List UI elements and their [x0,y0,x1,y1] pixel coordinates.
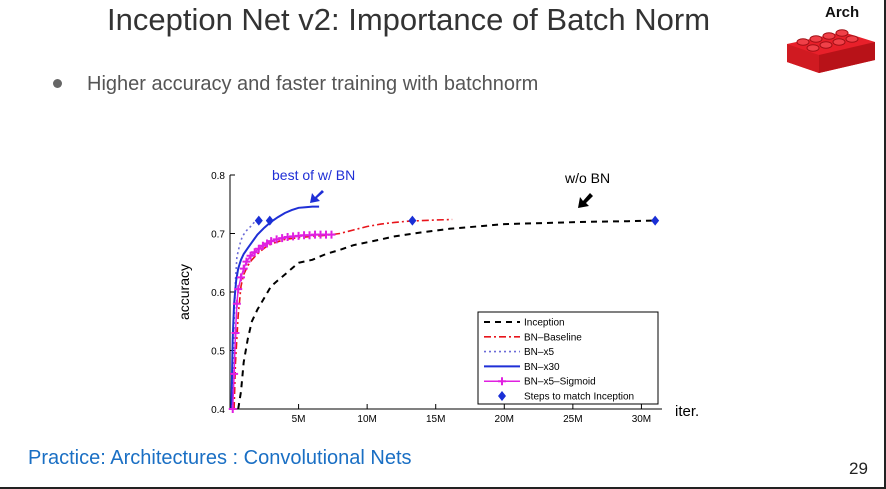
annotation-best-with-bn: best of w/ BN [272,167,355,183]
series-steps-to-match-inception-marker [254,215,263,226]
series-inception-line [237,219,656,410]
series-bn-x5-sigmoid-marker [236,273,245,282]
series-bn-x5-sigmoid-marker [267,237,276,246]
x-tick-label: 5M [292,414,306,425]
annotation-without-bn: w/o BN [564,170,610,186]
arrow-without-icon [578,193,593,208]
series-steps-to-match-inception-marker [265,215,274,226]
x-tick-label: 30M [632,414,651,425]
arch-tag: Arch [825,4,860,21]
chart-axes: 0.4 0.5 0.6 0.7 0.8 5M 10M 15M 20M 25M 30M accuracy… [176,171,699,425]
series-bn-x30-line [230,205,320,410]
series-bn-x5-sigmoid-marker [263,239,272,248]
y-tick-label: 0.4 [211,405,225,416]
legend-label: BN–Baseline [524,332,582,343]
series-steps-to-match-inception-marker [651,215,660,226]
series-bn-x5-sigmoid-marker [228,405,237,413]
series-bn-x5-sigmoid-marker [239,264,248,273]
y-tick-label: 0.6 [211,288,225,299]
series-bn-x5-sigmoid-marker [254,244,263,253]
arrow-best-icon [310,190,324,203]
y-tick-label: 0.5 [211,347,225,358]
series-bn-x5-sigmoid-marker [327,230,336,239]
chart-legend: Inception BN–Baseline BN–x5 BN–x30 BN–x5–Sig… [477,311,659,405]
lego-brick-icon [787,29,875,73]
x-tick-label: 20M [495,414,514,425]
series-steps-to-match-inception-marker [408,215,417,226]
legend-label: Steps to match Inception [524,392,634,403]
legend-label: BN–x5–Sigmoid [524,377,596,388]
series-bn-x5-sigmoid-marker [242,257,251,266]
series-bn-x5-sigmoid-marker [234,285,243,294]
slide-title: Inception Net v2: Importance of Batch No… [107,2,711,37]
y-tick-label: 0.7 [211,230,225,241]
series-bn-x5-sigmoid-marker [272,235,281,244]
legend-box [477,311,659,405]
page-number: 29 [849,459,868,478]
x-tick-label: 25M [563,414,582,425]
series-bn-x5-sigmoid-marker [230,369,239,378]
bullet-text: Higher accuracy and faster training with… [87,73,539,95]
chart-annotations: best of w/ BN w/o BN [272,167,610,208]
x-tick-label: 10M [357,414,376,425]
series-bn-x5-sigmoid-marker [250,248,259,257]
legend-label: Inception [524,318,565,329]
y-tick-label: 0.8 [211,171,225,182]
series-bn-x5-sigmoid-marker [258,241,267,250]
series-bn-x5-sigmoid-marker [232,299,241,308]
legend-label: BN–x5 [524,347,554,358]
y-axis-label: accuracy [176,264,192,320]
series-bn-x5-sigmoid-marker [246,251,255,260]
chart-series [228,205,660,413]
footer-link[interactable]: Practice: Architectures : Convolutional … [28,447,412,469]
series-bn-x5-sigmoid-marker [231,328,240,337]
legend-marker [498,391,506,401]
series-bn-x5-sigmoid-marker [278,234,287,243]
x-axis-label: iter. [675,403,699,420]
bullet-dot [53,79,62,88]
legend-marker [498,377,506,386]
x-tick-label: 15M [426,414,445,425]
legend-label: BN–x30 [524,362,560,373]
